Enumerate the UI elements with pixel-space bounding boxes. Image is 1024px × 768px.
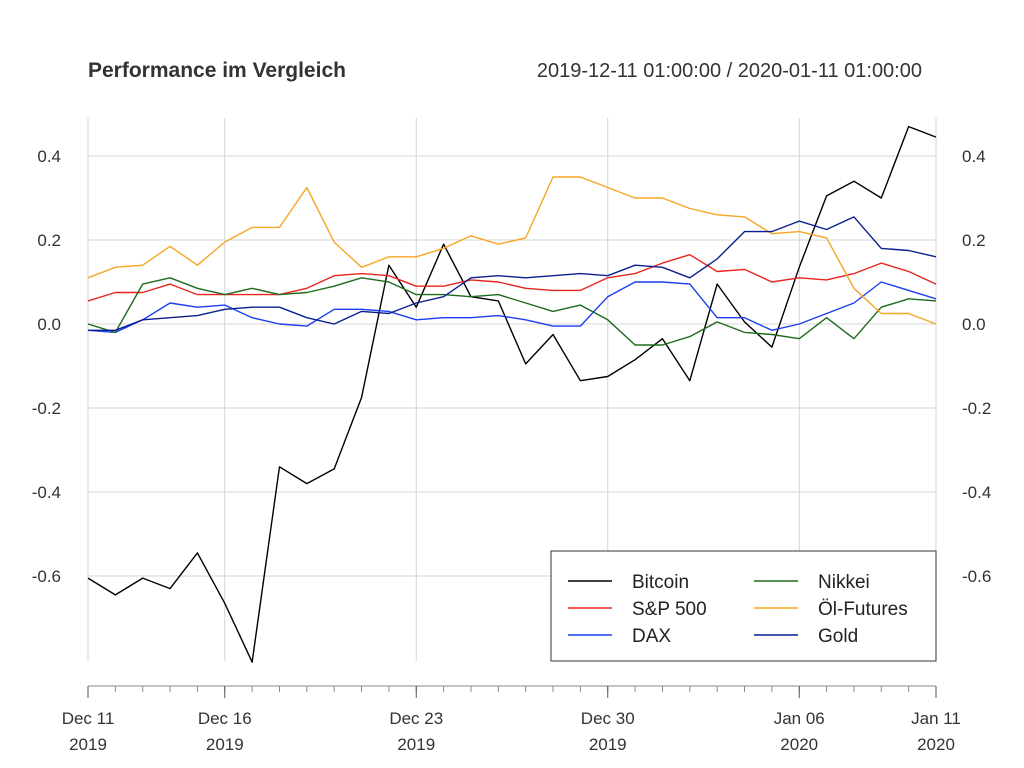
- y-tick-label-left: 0.4: [37, 147, 61, 166]
- x-tick-label-date: Dec 23: [389, 709, 443, 728]
- legend: Bitcoin S&P 500 DAX Nikkei Öl-Futures Gold: [550, 550, 937, 662]
- y-tick-label-left: 0.0: [37, 315, 61, 334]
- axis-layer: 0.4 0.4 0.2 0.2 0.0 0.0 -0.2 -0.2 -0.4 -0.4 -0.6 -0…: [32, 147, 992, 754]
- legend-label: Gold: [818, 626, 858, 647]
- legend-label: DAX: [632, 626, 671, 647]
- legend-label: Nikkei: [818, 572, 870, 593]
- y-tick-label-left: -0.2: [32, 399, 61, 418]
- series-line-1: [87, 253, 937, 302]
- series-line-3: [87, 277, 937, 346]
- x-tick-label-year: 2019: [206, 735, 244, 754]
- series-layer: [87, 125, 937, 663]
- x-tick-label-date: Dec 16: [198, 709, 252, 728]
- legend-label: Bitcoin: [632, 572, 689, 593]
- x-tick-label-year: 2019: [589, 735, 627, 754]
- y-tick-label-left: -0.6: [32, 567, 61, 586]
- y-tick-label-right: 0.0: [962, 315, 986, 334]
- y-tick-label-right: 0.2: [962, 231, 986, 250]
- legend-label: S&P 500: [632, 599, 707, 620]
- chart-date-range: 2019-12-11 01:00:00 / 2020-01-11 01:00:0…: [537, 60, 922, 82]
- x-tick-label-date: Dec 11: [62, 709, 115, 728]
- x-tick-label-date: Dec 30: [581, 709, 635, 728]
- x-tick-label-date: Jan 11: [911, 709, 961, 728]
- x-tick-label-year: 2019: [69, 735, 107, 754]
- x-tick-label-year: 2020: [780, 735, 818, 754]
- x-tick-label-year: 2020: [917, 735, 955, 754]
- series-line-5: [88, 216, 937, 331]
- series-line-0: [87, 125, 937, 663]
- y-tick-label-right: 0.4: [962, 147, 986, 166]
- series-line-2: [87, 281, 937, 334]
- chart-title: Performance im Vergleich: [88, 59, 346, 82]
- y-tick-label-right: -0.6: [962, 567, 991, 586]
- y-tick-label-right: -0.4: [962, 483, 991, 502]
- x-tick-label-year: 2019: [397, 735, 435, 754]
- legend-box: [550, 550, 937, 662]
- y-tick-label-left: -0.4: [32, 483, 61, 502]
- y-tick-label-right: -0.2: [962, 399, 991, 418]
- legend-label: Öl-Futures: [818, 599, 908, 620]
- x-tick-label-date: Jan 06: [774, 709, 825, 728]
- series-line-4: [87, 176, 937, 325]
- y-tick-label-left: 0.2: [37, 231, 61, 250]
